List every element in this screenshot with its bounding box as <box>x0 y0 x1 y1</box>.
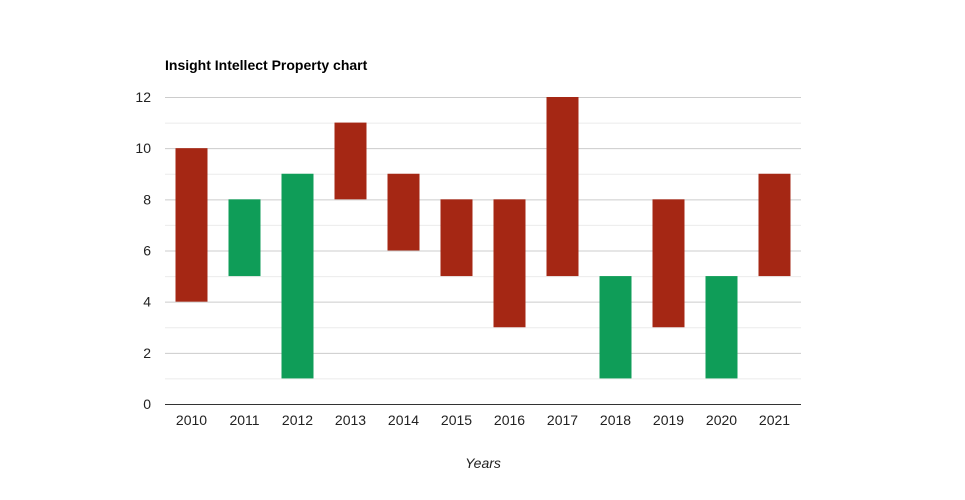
x-axis-ticks: 2010 2011 2012 2013 2014 2015 2016 2017 2018 2019… <box>176 412 790 428</box>
y-tick-label: 10 <box>135 140 151 156</box>
y-tick-label: 2 <box>143 345 151 361</box>
candle-bar-2014 <box>387 173 420 251</box>
x-tick-label: 2017 <box>547 412 578 428</box>
x-tick-label: 2015 <box>441 412 472 428</box>
candle-bar-2010 <box>175 148 208 302</box>
x-tick-label: 2020 <box>706 412 737 428</box>
candle-bar-2012 <box>281 173 314 379</box>
x-tick-label: 2018 <box>600 412 631 428</box>
x-tick-label: 2010 <box>176 412 207 428</box>
candle-bar-2017 <box>546 97 579 277</box>
x-tick-label: 2019 <box>653 412 684 428</box>
x-axis-label: Years <box>465 455 501 471</box>
y-tick-label: 12 <box>135 89 151 105</box>
candle-bar-2015 <box>440 199 473 277</box>
y-tick-label: 8 <box>143 191 151 207</box>
candle-bar-2020 <box>705 276 738 379</box>
y-tick-label: 0 <box>143 396 151 412</box>
y-tick-label: 6 <box>143 243 151 259</box>
x-tick-label: 2011 <box>229 412 259 428</box>
y-tick-label: 4 <box>143 294 151 310</box>
gridlines <box>165 97 801 380</box>
candle-bar-2013 <box>334 122 367 200</box>
x-tick-label: 2013 <box>335 412 366 428</box>
x-tick-label: 2016 <box>494 412 525 428</box>
x-tick-label: 2014 <box>388 412 419 428</box>
candle-bar-2016 <box>493 199 526 328</box>
candle-bar-2011 <box>228 199 261 277</box>
candle-bar-2019 <box>652 199 685 328</box>
candle-bar-2018 <box>599 276 632 379</box>
chart-title: Insight Intellect Property chart <box>165 57 368 73</box>
bars <box>175 97 791 379</box>
y-axis-ticks: 0 2 4 6 8 10 12 <box>135 89 151 412</box>
x-tick-label: 2012 <box>282 412 313 428</box>
x-tick-label: 2021 <box>759 412 790 428</box>
candle-bar-2021 <box>758 173 791 277</box>
